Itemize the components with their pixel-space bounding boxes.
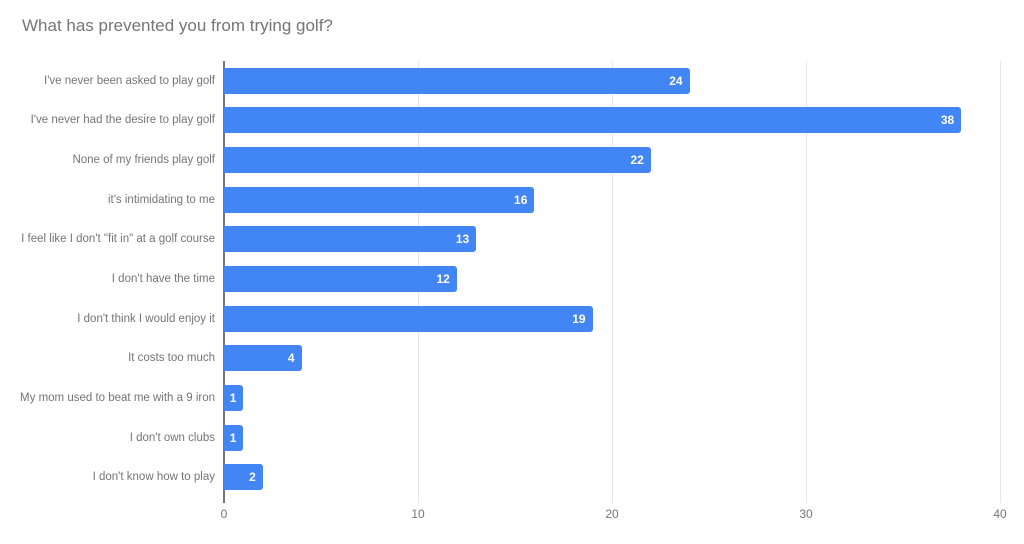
bar-value-label: 38 xyxy=(940,113,955,128)
bar[interactable]: 24 xyxy=(224,67,690,94)
bar-row: None of my friends play golf 22 xyxy=(0,140,1000,180)
category-label: I've never had the desire to play golf xyxy=(30,114,215,127)
bar-value-label: 19 xyxy=(572,311,586,326)
category-label: It costs too much xyxy=(128,352,215,365)
bar[interactable]: 1 xyxy=(224,424,244,451)
bar-track: 4 xyxy=(224,345,1000,372)
category-label: My mom used to beat me with a 9 iron xyxy=(20,391,215,404)
bar-row: I've never been asked to play golf 24 xyxy=(0,61,1000,101)
x-tick-label: 20 xyxy=(605,507,619,521)
category-label: I don't think I would enjoy it xyxy=(77,312,215,325)
bar-row: I feel like I don't "fit in" at a golf c… xyxy=(0,220,1000,260)
x-tick-label: 40 xyxy=(993,507,1007,521)
bar-row: My mom used to beat me with a 9 iron 1 xyxy=(0,378,1000,418)
category-label: I don't have the time xyxy=(111,273,215,286)
bar-row: I've never had the desire to play golf 38 xyxy=(0,101,1000,141)
bar-track: 1 xyxy=(224,384,1000,411)
bar-row: I don't think I would enjoy it 19 xyxy=(0,299,1000,339)
bar-value-label: 16 xyxy=(514,192,528,207)
bar-value-label: 24 xyxy=(669,73,683,88)
bar-value-label: 2 xyxy=(249,470,256,485)
bar-value-label: 13 xyxy=(455,232,470,247)
bar-track: 12 xyxy=(224,266,1000,293)
x-axis: 0 10 20 30 40 xyxy=(220,507,1007,523)
bar[interactable]: 4 xyxy=(224,345,302,372)
category-label: None of my friends play golf xyxy=(72,154,215,167)
bar-chart: I've never been asked to play golf 24 I've… xyxy=(0,61,1007,521)
bar-track: 24 xyxy=(224,67,1000,94)
bar-row: I don't know how to play 2 xyxy=(0,457,1000,497)
bar[interactable]: 12 xyxy=(224,266,457,293)
category-label: I don't know how to play xyxy=(92,471,215,484)
bar-rows: I've never been asked to play golf 24 I've… xyxy=(0,61,1000,497)
bar-row: I don't have the time 12 xyxy=(0,259,1000,299)
bar[interactable]: 22 xyxy=(224,147,651,174)
bar-value-label: 12 xyxy=(436,272,450,287)
bar[interactable]: 13 xyxy=(224,226,477,253)
category-label: it's intimidating to me xyxy=(107,193,215,206)
bar-track: 16 xyxy=(224,186,1000,213)
category-label: I feel like I don't "fit in" at a golf c… xyxy=(21,233,215,246)
gridline xyxy=(1000,61,1001,503)
chart-title: What has prevented you from trying golf? xyxy=(22,16,333,35)
bar-track: 1 xyxy=(224,424,1000,451)
bar-row: it's intimidating to me 16 xyxy=(0,180,1000,220)
category-label: I've never been asked to play golf xyxy=(44,74,215,87)
bar[interactable]: 19 xyxy=(224,305,593,332)
bar-track: 13 xyxy=(224,226,1000,253)
bar[interactable]: 16 xyxy=(224,186,535,213)
category-label: I don't own clubs xyxy=(129,431,215,444)
bar[interactable]: 2 xyxy=(224,464,263,491)
bar-track: 19 xyxy=(224,305,1000,332)
bar-row: I don't own clubs 1 xyxy=(0,418,1000,458)
bar-track: 22 xyxy=(224,147,1000,174)
x-tick-label: 0 xyxy=(220,507,228,521)
bar-track: 2 xyxy=(224,464,1000,491)
bar-value-label: 4 xyxy=(287,351,295,366)
bar-value-label: 1 xyxy=(229,390,237,405)
bar-value-label: 1 xyxy=(229,430,237,445)
bar[interactable]: 1 xyxy=(224,384,244,411)
bar[interactable]: 38 xyxy=(224,107,962,134)
x-tick-label: 10 xyxy=(411,507,425,521)
bar-row: It costs too much 4 xyxy=(0,338,1000,378)
bar-track: 38 xyxy=(224,107,1000,134)
x-tick-label: 30 xyxy=(799,507,813,521)
bar-value-label: 22 xyxy=(630,153,644,168)
